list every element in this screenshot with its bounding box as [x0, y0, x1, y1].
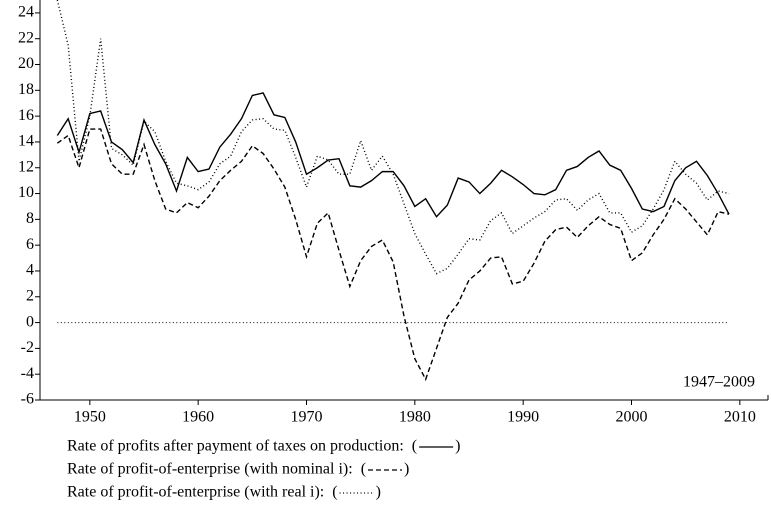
annotation: 1947–2009 [683, 374, 755, 391]
legend-label: Rate of profit-of-enterprise (with nomin… [67, 461, 353, 478]
x-tick-label: 1960 [182, 409, 214, 426]
series-line [56, 0, 730, 275]
x-tick-label: 1950 [74, 409, 106, 426]
y-tick-label: -2 [21, 339, 34, 356]
y-tick-label: 8 [26, 210, 34, 227]
y-tick-label: 14 [18, 133, 34, 150]
x-tick-label: 2010 [724, 409, 756, 426]
y-tick-label: 0 [26, 313, 34, 330]
legend-bracket: ( [332, 484, 337, 501]
y-tick-label: -4 [21, 365, 34, 382]
y-tick-label: -6 [21, 391, 34, 408]
x-tick-label: 1990 [507, 409, 539, 426]
series-line [56, 128, 730, 382]
y-tick-label: 22 [18, 29, 34, 46]
legend-bracket: ) [455, 438, 460, 455]
y-tick-label: 20 [18, 55, 34, 72]
y-tick-label: 16 [18, 107, 34, 124]
legend-bracket: ( [412, 438, 417, 455]
legend-bracket: ( [361, 461, 366, 478]
y-tick-label: 2 [26, 287, 34, 304]
y-tick-label: 4 [26, 262, 34, 279]
x-tick-label: 1970 [291, 409, 323, 426]
legend-bracket: ) [404, 461, 409, 478]
series-line [56, 92, 730, 218]
legend-label: Rate of profits after payment of taxes o… [67, 438, 404, 455]
legend-bracket: ) [376, 484, 381, 501]
x-tick-label: 2000 [616, 409, 648, 426]
y-tick-label: 10 [18, 184, 34, 201]
y-tick-label: 24 [18, 4, 34, 21]
y-tick-label: 18 [18, 81, 34, 98]
legend-label: Rate of profit-of-enterprise (with real … [67, 484, 324, 501]
y-tick-label: 12 [18, 158, 34, 175]
x-tick-label: 1980 [399, 409, 431, 426]
y-tick-label: 6 [26, 236, 34, 253]
